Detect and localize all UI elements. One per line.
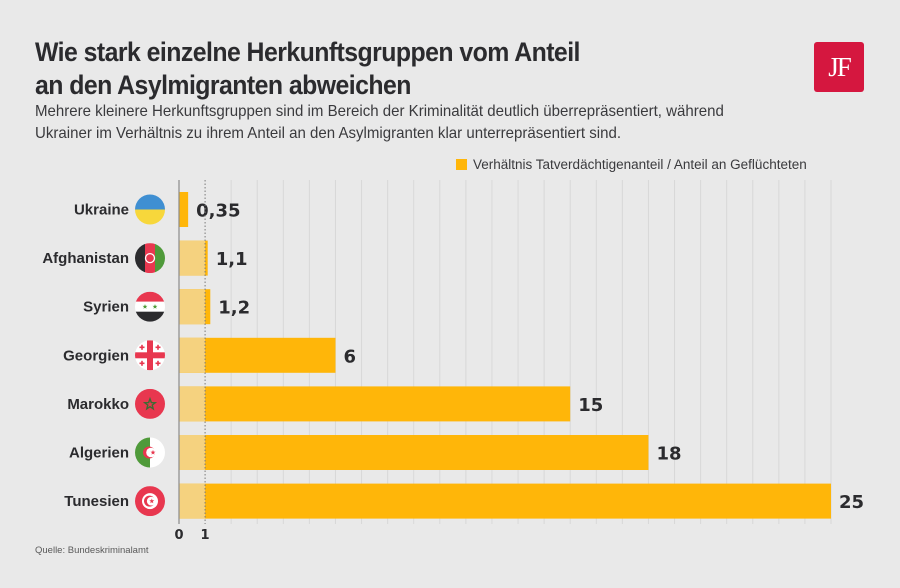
- bar-baseline-shade: [179, 337, 206, 373]
- labels: 0,35 Ukraine 1,1 Afghanistan 1,2 Syrien 6 Georg…: [42, 201, 864, 514]
- value-label: 0,35: [196, 201, 240, 222]
- category-label: Marokko: [67, 396, 129, 413]
- category-label: Algerien: [69, 445, 129, 462]
- legend: Verhältnis Tatverdächtigenanteil / Antei…: [456, 157, 807, 172]
- value-label: 1,2: [218, 298, 250, 319]
- bar-tunesien: [179, 483, 831, 519]
- value-label: 15: [578, 395, 603, 416]
- jf-logo: JF: [814, 42, 864, 92]
- value-label: 6: [343, 346, 356, 367]
- bar-baseline-shade: [179, 240, 206, 276]
- category-label: Syrien: [83, 299, 129, 316]
- logo-text: JF: [828, 51, 851, 82]
- bar-ukraine: [179, 192, 189, 227]
- legend-swatch: [456, 159, 467, 170]
- bar-baseline-shade: [179, 386, 206, 422]
- source-note: Quelle: Bundeskriminalamt: [35, 545, 149, 556]
- title-line-1: Wie stark einzelne Herkunftsgruppen vom …: [35, 37, 580, 67]
- bar-marokko: [179, 386, 571, 422]
- morocco-flag-icon: [135, 388, 165, 419]
- subtitle-line-1: Mehrere kleinere Herkunftsgruppen sind i…: [35, 103, 724, 120]
- algeria-flag-icon: [135, 437, 165, 468]
- category-label: Afghanistan: [42, 250, 129, 267]
- x-tick-label: 1: [201, 528, 210, 543]
- value-label: 25: [839, 492, 864, 513]
- flags: [135, 194, 165, 517]
- ukraine-flag-icon: [135, 194, 165, 225]
- bar-baseline-shade: [179, 289, 206, 325]
- title-line-2: an den Asylmigranten abweichen: [35, 70, 411, 100]
- afghanistan-flag-icon: [135, 243, 165, 274]
- value-label: 18: [656, 444, 681, 465]
- category-label: Ukraine: [74, 202, 129, 219]
- bars: [179, 192, 831, 519]
- value-label: 1,1: [216, 249, 248, 270]
- legend-label: Verhältnis Tatverdächtigenanteil / Antei…: [473, 157, 807, 172]
- tunisia-flag-icon: [135, 486, 165, 517]
- x-tick-label: 0: [174, 528, 183, 543]
- category-label: Georgien: [63, 347, 129, 364]
- bar-baseline-shade: [179, 435, 206, 470]
- bar-algerien: [179, 435, 649, 470]
- chart-title: Wie stark einzelne Herkunftsgruppen vom …: [35, 36, 697, 102]
- chart-subtitle: Mehrere kleinere Herkunftsgruppen sind i…: [35, 101, 862, 145]
- subtitle-line-2: Ukrainer im Verhältnis zu ihrem Anteil a…: [35, 125, 622, 142]
- category-label: Tunesien: [64, 493, 129, 510]
- georgia-flag-icon: [135, 340, 165, 371]
- syria-flag-icon: [135, 291, 165, 322]
- bar-baseline-shade: [179, 483, 206, 519]
